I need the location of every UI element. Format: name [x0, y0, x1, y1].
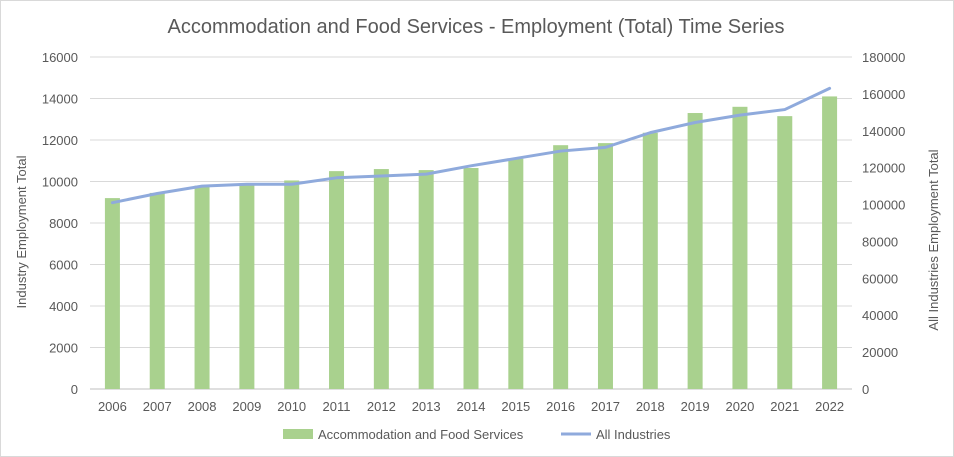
legend: Accommodation and Food Services All Indu…: [283, 427, 671, 442]
bar: [822, 96, 838, 390]
y2-tick-label: 180000: [862, 50, 905, 65]
right-axis-ticks: 0 20000 40000 60000 80000 100000 120000 140000 1…: [862, 50, 905, 397]
x-tick-label: 2009: [232, 399, 261, 414]
y-tick-label: 16000: [42, 50, 78, 65]
bar: [194, 185, 210, 389]
x-tick-label: 2016: [546, 399, 575, 414]
chart-title: Accommodation and Food Services - Employ…: [168, 16, 785, 38]
y2-tick-label: 160000: [862, 87, 905, 102]
y-axis-label: Industry Employment Total: [14, 155, 29, 308]
y2-axis-label: All Industries Employment Total: [926, 149, 941, 330]
x-axis-ticks: 2006 2007 2008 2009 2010 2011 2012 2013 2014 2015…: [98, 399, 844, 414]
bar: [284, 180, 300, 389]
bar: [373, 169, 389, 389]
y-tick-label: 8000: [49, 216, 78, 231]
bar-series: [104, 96, 838, 390]
x-tick-label: 2013: [412, 399, 441, 414]
left-axis-ticks: 0 2000 4000 6000 8000 10000 12000 14000 16000: [42, 50, 78, 397]
line-series: [110, 86, 832, 205]
y-tick-label: 2000: [49, 341, 78, 356]
bar: [642, 132, 658, 390]
y2-tick-label: 140000: [862, 124, 905, 139]
bar: [239, 183, 255, 389]
x-tick-label: 2019: [681, 399, 710, 414]
y2-tick-label: 100000: [862, 198, 905, 213]
bar: [597, 143, 613, 389]
x-tick-label: 2020: [725, 399, 754, 414]
x-tick-label: 2007: [143, 399, 172, 414]
bar: [329, 171, 345, 389]
bar: [149, 192, 165, 389]
y2-tick-label: 60000: [862, 271, 898, 286]
legend-swatch-bar: [283, 429, 313, 439]
y2-tick-label: 40000: [862, 308, 898, 323]
series-line-all-industries: [110, 86, 832, 205]
y-tick-label: 6000: [49, 258, 78, 273]
x-tick-label: 2010: [277, 399, 306, 414]
x-tick-label: 2022: [815, 399, 844, 414]
bar: [418, 170, 434, 389]
legend-label-bar: Accommodation and Food Services: [318, 427, 524, 442]
y2-tick-label: 80000: [862, 234, 898, 249]
bar: [508, 158, 524, 389]
x-tick-label: 2006: [98, 399, 127, 414]
y-tick-label: 14000: [42, 92, 78, 107]
bar: [104, 198, 120, 389]
y-tick-label: 0: [71, 382, 78, 397]
y2-tick-label: 0: [862, 382, 869, 397]
y2-tick-label: 20000: [862, 345, 898, 360]
x-tick-label: 2012: [367, 399, 396, 414]
legend-label-line: All Industries: [596, 427, 671, 442]
x-tick-label: 2018: [636, 399, 665, 414]
x-tick-label: 2014: [457, 399, 486, 414]
y-tick-label: 12000: [42, 133, 78, 148]
x-tick-label: 2017: [591, 399, 620, 414]
bar: [777, 116, 793, 389]
bar: [687, 113, 703, 390]
x-tick-label: 2008: [188, 399, 217, 414]
y2-tick-label: 120000: [862, 161, 905, 176]
x-tick-label: 2011: [323, 399, 351, 414]
x-tick-label: 2015: [501, 399, 530, 414]
x-tick-label: 2021: [770, 399, 799, 414]
bar: [732, 106, 748, 390]
bar: [463, 168, 479, 389]
bar: [553, 145, 569, 389]
y-tick-label: 10000: [42, 175, 78, 190]
y-tick-label: 4000: [49, 299, 78, 314]
